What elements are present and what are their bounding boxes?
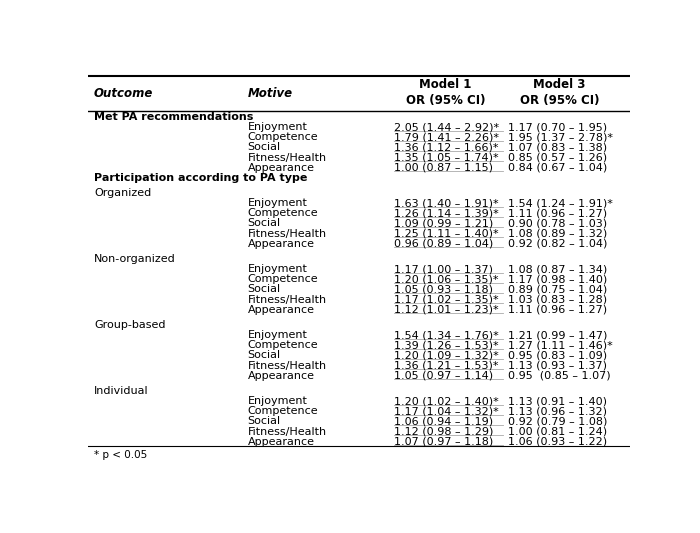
Text: 0.95 (0.83 – 1.09): 0.95 (0.83 – 1.09)	[508, 351, 607, 360]
Text: 1.11 (0.96 – 1.27): 1.11 (0.96 – 1.27)	[508, 305, 607, 314]
Text: 0.85 (0.57 – 1.26): 0.85 (0.57 – 1.26)	[508, 152, 607, 163]
Text: 1.06 (0.94 – 1.19): 1.06 (0.94 – 1.19)	[394, 416, 493, 426]
Text: Fitness/Health: Fitness/Health	[248, 295, 327, 304]
Text: Competence: Competence	[248, 208, 318, 219]
Text: 1.13 (0.93 – 1.37): 1.13 (0.93 – 1.37)	[508, 360, 607, 370]
Text: Social: Social	[248, 416, 281, 426]
Text: Social: Social	[248, 351, 281, 360]
Text: Appearance: Appearance	[248, 305, 314, 314]
Text: Outcome: Outcome	[94, 87, 153, 100]
Text: Fitness/Health: Fitness/Health	[248, 360, 327, 370]
Text: Enjoyment: Enjoyment	[248, 330, 307, 341]
Text: 1.25 (1.11 – 1.40)*: 1.25 (1.11 – 1.40)*	[394, 229, 498, 239]
Text: 1.20 (1.06 – 1.35)*: 1.20 (1.06 – 1.35)*	[394, 274, 498, 285]
Text: Competence: Competence	[248, 406, 318, 416]
Text: Social: Social	[248, 285, 281, 294]
Text: 1.21 (0.99 – 1.47): 1.21 (0.99 – 1.47)	[508, 330, 608, 341]
Text: Organized: Organized	[94, 188, 151, 198]
Text: Competence: Competence	[248, 341, 318, 350]
Text: Non-organized: Non-organized	[94, 254, 176, 264]
Text: Appearance: Appearance	[248, 370, 314, 381]
Text: * p < 0.05: * p < 0.05	[94, 450, 147, 461]
Text: 1.39 (1.26 – 1.53)*: 1.39 (1.26 – 1.53)*	[394, 341, 498, 350]
Text: 1.35 (1.05 – 1.74)*: 1.35 (1.05 – 1.74)*	[394, 152, 498, 163]
Text: 1.13 (0.91 – 1.40): 1.13 (0.91 – 1.40)	[508, 397, 607, 406]
Text: 1.95 (1.37 – 2.78)*: 1.95 (1.37 – 2.78)*	[508, 132, 613, 142]
Text: Fitness/Health: Fitness/Health	[248, 229, 327, 239]
Text: 1.54 (1.34 – 1.76)*: 1.54 (1.34 – 1.76)*	[394, 330, 499, 341]
Text: 1.27 (1.11 – 1.46)*: 1.27 (1.11 – 1.46)*	[508, 341, 612, 350]
Text: 0.96 (0.89 – 1.04): 0.96 (0.89 – 1.04)	[394, 239, 494, 248]
Text: Appearance: Appearance	[248, 437, 314, 447]
Text: Appearance: Appearance	[248, 163, 314, 173]
Text: 0.92 (0.79 – 1.08): 0.92 (0.79 – 1.08)	[508, 416, 608, 426]
Text: 1.03 (0.83 – 1.28): 1.03 (0.83 – 1.28)	[508, 295, 607, 304]
Text: OR (95% CI): OR (95% CI)	[406, 94, 485, 107]
Text: 1.36 (1.21 – 1.53)*: 1.36 (1.21 – 1.53)*	[394, 360, 498, 370]
Text: 0.84 (0.67 – 1.04): 0.84 (0.67 – 1.04)	[508, 163, 607, 173]
Text: 0.92 (0.82 – 1.04): 0.92 (0.82 – 1.04)	[508, 239, 608, 248]
Text: 0.95  (0.85 – 1.07): 0.95 (0.85 – 1.07)	[508, 370, 610, 381]
Text: Fitness/Health: Fitness/Health	[248, 152, 327, 163]
Text: Individual: Individual	[94, 386, 148, 396]
Text: Group-based: Group-based	[94, 320, 165, 330]
Text: 1.11 (0.96 – 1.27): 1.11 (0.96 – 1.27)	[508, 208, 607, 219]
Text: 1.12 (0.98 – 1.29): 1.12 (0.98 – 1.29)	[394, 426, 494, 437]
Text: 1.17 (1.04 – 1.32)*: 1.17 (1.04 – 1.32)*	[394, 406, 499, 416]
Text: Met PA recommendations: Met PA recommendations	[94, 112, 253, 122]
Text: 1.20 (1.02 – 1.40)*: 1.20 (1.02 – 1.40)*	[394, 397, 499, 406]
Text: 1.07 (0.83 – 1.38): 1.07 (0.83 – 1.38)	[508, 142, 607, 152]
Text: Model 1: Model 1	[419, 78, 472, 91]
Text: Social: Social	[248, 142, 281, 152]
Text: Social: Social	[248, 219, 281, 229]
Text: 1.17 (0.70 – 1.95): 1.17 (0.70 – 1.95)	[508, 122, 607, 132]
Text: 1.06 (0.93 – 1.22): 1.06 (0.93 – 1.22)	[508, 437, 607, 447]
Text: 1.05 (0.97 – 1.14): 1.05 (0.97 – 1.14)	[394, 370, 493, 381]
Text: 0.89 (0.75 – 1.04): 0.89 (0.75 – 1.04)	[508, 285, 607, 294]
Text: Enjoyment: Enjoyment	[248, 198, 307, 208]
Text: 1.54 (1.24 – 1.91)*: 1.54 (1.24 – 1.91)*	[508, 198, 612, 208]
Text: Participation according to PA type: Participation according to PA type	[94, 173, 307, 183]
Text: Competence: Competence	[248, 132, 318, 142]
Text: Motive: Motive	[248, 87, 293, 100]
Text: OR (95% CI): OR (95% CI)	[519, 94, 599, 107]
Text: 2.05 (1.44 – 2.92)*: 2.05 (1.44 – 2.92)*	[394, 122, 499, 132]
Text: Enjoyment: Enjoyment	[248, 264, 307, 274]
Text: 1.17 (0.98 – 1.40): 1.17 (0.98 – 1.40)	[508, 274, 607, 285]
Text: 1.20 (1.09 – 1.32)*: 1.20 (1.09 – 1.32)*	[394, 351, 499, 360]
Text: Appearance: Appearance	[248, 239, 314, 248]
Text: 1.07 (0.97 – 1.18): 1.07 (0.97 – 1.18)	[394, 437, 494, 447]
Text: Enjoyment: Enjoyment	[248, 122, 307, 132]
Text: Fitness/Health: Fitness/Health	[248, 426, 327, 437]
Text: 1.00 (0.81 – 1.24): 1.00 (0.81 – 1.24)	[508, 426, 607, 437]
Text: 1.05 (0.93 – 1.18): 1.05 (0.93 – 1.18)	[394, 285, 493, 294]
Text: Competence: Competence	[248, 274, 318, 285]
Text: 1.79 (1.41 – 2.26)*: 1.79 (1.41 – 2.26)*	[394, 132, 499, 142]
Text: 1.08 (0.87 – 1.34): 1.08 (0.87 – 1.34)	[508, 264, 607, 274]
Text: 1.17 (1.02 – 1.35)*: 1.17 (1.02 – 1.35)*	[394, 295, 498, 304]
Text: 1.09 (0.99 – 1.21): 1.09 (0.99 – 1.21)	[394, 219, 494, 229]
Text: 1.63 (1.40 – 1.91)*: 1.63 (1.40 – 1.91)*	[394, 198, 498, 208]
Text: 1.36 (1.12 – 1.66)*: 1.36 (1.12 – 1.66)*	[394, 142, 498, 152]
Text: 0.90 (0.78 – 1.03): 0.90 (0.78 – 1.03)	[508, 219, 607, 229]
Text: 1.00 (0.87 – 1.15): 1.00 (0.87 – 1.15)	[394, 163, 493, 173]
Text: 1.08 (0.89 – 1.32): 1.08 (0.89 – 1.32)	[508, 229, 607, 239]
Text: Enjoyment: Enjoyment	[248, 397, 307, 406]
Text: 1.17 (1.00 – 1.37): 1.17 (1.00 – 1.37)	[394, 264, 493, 274]
Text: Model 3: Model 3	[533, 78, 586, 91]
Text: 1.12 (1.01 – 1.23)*: 1.12 (1.01 – 1.23)*	[394, 305, 498, 314]
Text: 1.26 (1.14 – 1.39)*: 1.26 (1.14 – 1.39)*	[394, 208, 499, 219]
Text: 1.13 (0.96 – 1.32): 1.13 (0.96 – 1.32)	[508, 406, 607, 416]
